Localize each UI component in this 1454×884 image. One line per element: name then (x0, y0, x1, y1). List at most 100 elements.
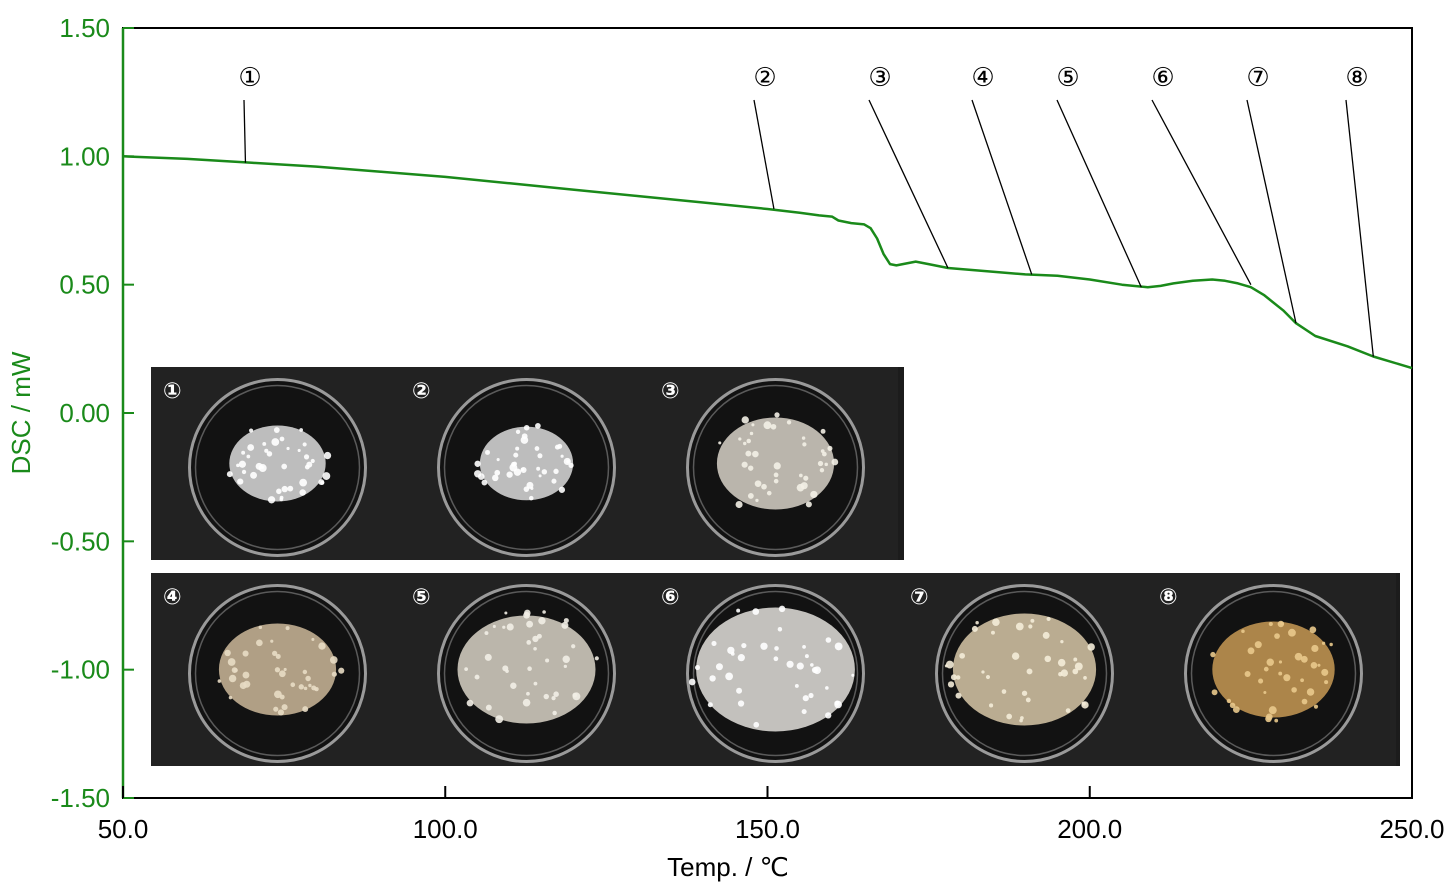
sample-granule (810, 490, 818, 499)
sample-granule (711, 640, 717, 647)
petri-dish-rim (443, 590, 610, 757)
sample-photo: ④ (151, 573, 400, 766)
sample-granule (572, 692, 581, 701)
sample-granule (774, 646, 779, 651)
sample-granule (749, 431, 754, 436)
sample-granule (1083, 676, 1087, 680)
sample-granule (543, 693, 549, 700)
sample-granule (302, 669, 308, 675)
sample-granule (509, 463, 518, 472)
sample-granule (820, 449, 825, 454)
sample-granule (694, 665, 701, 671)
sample-granule (1081, 701, 1089, 709)
sample-granule (1274, 633, 1280, 639)
sample-granule (760, 642, 768, 650)
sample-granule (557, 443, 563, 449)
sample-granule (1254, 641, 1262, 649)
sample-granule (773, 478, 779, 484)
sample-photo: ① (151, 367, 400, 560)
callout: ② (753, 63, 777, 210)
y-tick-label: 0.50 (59, 270, 110, 300)
sample-granule (803, 475, 809, 481)
sample-granule (820, 428, 826, 434)
sample-granule (1226, 698, 1232, 704)
sample-granule (513, 452, 519, 458)
sample-granule (484, 631, 489, 636)
sample-granule (313, 687, 317, 691)
sample-granule (492, 474, 499, 482)
sample-granule (715, 663, 723, 671)
callout-label: ④ (971, 63, 994, 93)
sample-granule (1074, 662, 1083, 671)
sample-granule (796, 662, 804, 670)
sample-granule (825, 637, 832, 643)
sample-granule (1026, 668, 1033, 675)
sample-granule (1065, 708, 1071, 713)
sample-granule (1044, 655, 1052, 663)
sample-granule (778, 605, 786, 613)
photo-label: ③ (661, 379, 680, 404)
sample-granule (299, 489, 306, 496)
sample-granule (1021, 690, 1028, 696)
sample-granule (956, 675, 961, 680)
sample-granule (1229, 702, 1236, 709)
sample-granule (492, 624, 496, 628)
sample-granule (266, 451, 273, 457)
sample-granule (1030, 618, 1035, 623)
sample-granule (774, 412, 780, 418)
sample-granule (1015, 622, 1024, 631)
sample-photo: ⑦ (898, 573, 1147, 766)
sample-granule (1291, 687, 1297, 693)
sample-granule (746, 438, 751, 444)
sample-granule (502, 625, 506, 629)
sample-granule (524, 609, 531, 617)
sample-granule (1244, 670, 1251, 677)
sample-granule (236, 463, 240, 468)
sample-granule (287, 485, 294, 492)
y-tick-label: 1.50 (59, 13, 110, 43)
petri-dish-rim (194, 384, 361, 551)
sample-granule (736, 608, 741, 613)
sample-granule (1028, 624, 1033, 629)
sample-granule (747, 492, 754, 499)
sample-granule (741, 461, 748, 468)
sample-granule (474, 674, 480, 680)
sample-granule (755, 498, 759, 503)
sample-granule (279, 436, 285, 442)
sample-granule (521, 433, 528, 440)
sample-granule (945, 660, 954, 669)
sample-granule (802, 442, 807, 447)
sample-granule (484, 653, 492, 661)
sample-granule (299, 478, 308, 487)
sample-granule (1288, 628, 1296, 637)
sample-granule (1278, 660, 1283, 664)
sample-granule (541, 469, 548, 475)
y-tick-label: -0.50 (51, 526, 110, 556)
callout: ④ (971, 63, 1033, 275)
petri-dish-rim (443, 384, 610, 551)
sample-granule (1329, 642, 1333, 647)
sample-granule (851, 673, 855, 677)
sample-granule (1001, 689, 1007, 694)
sample-granule (528, 495, 534, 501)
sample-granule (773, 472, 779, 478)
sample-granule (752, 450, 759, 458)
sample-granule (276, 488, 282, 495)
sample-photo: ② (400, 367, 649, 560)
sample-granule (786, 660, 794, 668)
sample-granule (1283, 674, 1291, 682)
sample-granule (231, 667, 238, 674)
sample-granule (571, 644, 576, 649)
sample-granule (825, 686, 829, 690)
sample-granule (594, 656, 599, 661)
sample-granule (226, 471, 233, 478)
x-axis-title: Temp. / ℃ (667, 852, 789, 882)
sample-granule (1006, 713, 1013, 720)
sample-granule (553, 691, 559, 697)
sample-granule (735, 501, 743, 509)
sample-granule (709, 675, 716, 682)
sample-granule (523, 486, 530, 492)
sample-granule (338, 667, 345, 674)
sample-granule (747, 465, 754, 471)
sample-granule (306, 461, 313, 468)
